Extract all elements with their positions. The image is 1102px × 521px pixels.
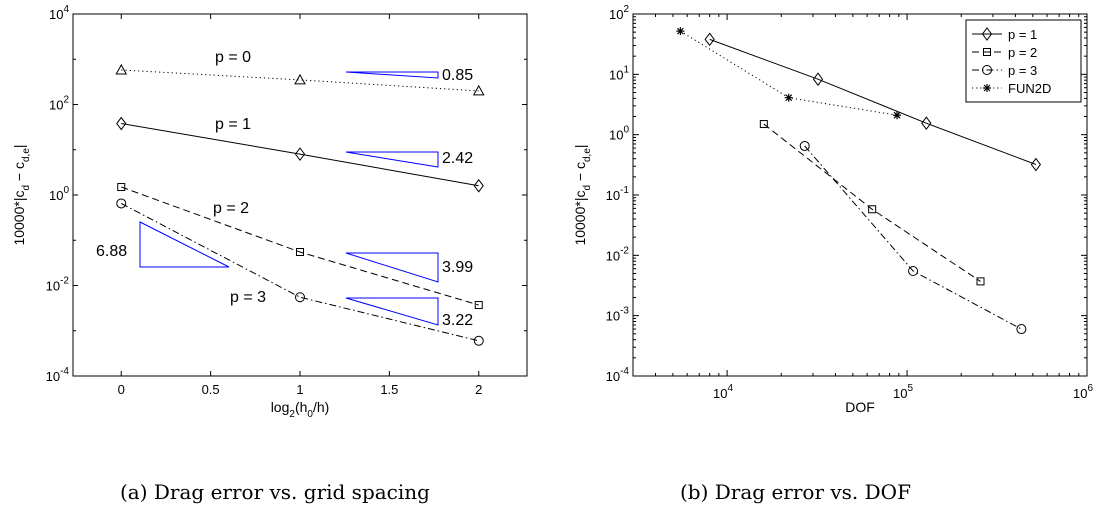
slope-triangle-a-3 xyxy=(345,297,439,326)
slope-label-a-2: 3.99 xyxy=(442,259,473,276)
x-tick-label-b: 106 xyxy=(1073,383,1093,401)
series-a-0-point-2 xyxy=(472,84,485,96)
series-b-1-point-0 xyxy=(759,120,768,129)
series-b-1-line xyxy=(763,123,981,282)
y-tick-label-b: 10-3 xyxy=(606,306,630,324)
series-b-3-line xyxy=(680,30,898,116)
series-b-3-point-0 xyxy=(676,27,685,36)
x-axis-label-a: log2(h0/h) xyxy=(271,399,330,420)
y-axis-label-b: 10000*|cd − cd,e| xyxy=(572,144,593,245)
series-a-1-point-2 xyxy=(473,178,484,193)
y-tick-label-a: 100 xyxy=(49,185,69,203)
slope-label-a-4: 6.88 xyxy=(96,243,127,260)
series-b-0-point-3 xyxy=(1030,157,1042,172)
y-tick-label-b: 102 xyxy=(609,4,629,22)
series-a-1-point-0 xyxy=(116,116,127,131)
slope-triangle-a-4 xyxy=(139,221,230,268)
series-b-0-point-0 xyxy=(704,32,715,47)
series-b-1-point-2 xyxy=(976,277,985,286)
series-a-3-point-2 xyxy=(473,335,484,346)
y-tick-label-a: 10-4 xyxy=(46,366,70,384)
x-tick-label-a: 0.5 xyxy=(202,382,220,397)
series-b-2-line xyxy=(804,145,1022,330)
series-a-0-point-0 xyxy=(115,63,128,75)
series-label-a-3: p = 3 xyxy=(230,289,266,306)
series-b-2-point-1 xyxy=(908,265,919,276)
series-a-2-line xyxy=(121,186,479,306)
series-b-1-point-1 xyxy=(868,205,877,214)
chart-a: 0 0.5 1 1.5 2 10-4 10-2 100 102 104 p = 0 p = 1 p = … xyxy=(11,4,528,420)
series-a-3-point-1 xyxy=(295,292,305,303)
legend-label-2: p = 3 xyxy=(1008,63,1037,78)
series-label-a-1: p = 1 xyxy=(215,116,251,133)
y-tick-label-b: 101 xyxy=(609,64,629,82)
caption-a: (a) Drag error vs. grid spacing xyxy=(120,480,430,504)
series-a-2-point-2 xyxy=(474,301,483,310)
series-a-2-point-0 xyxy=(117,183,126,192)
x-axis-label-b: DOF xyxy=(845,399,875,415)
series-a-3-point-0 xyxy=(116,198,127,209)
slope-label-a-1: 2.42 xyxy=(442,150,473,167)
legend-marker-0 xyxy=(981,27,993,41)
series-b-3-point-1 xyxy=(784,93,793,102)
slope-label-a-3: 3.22 xyxy=(442,312,473,329)
y-tick-label-b: 10-2 xyxy=(606,245,630,263)
y-tick-label-b: 10-1 xyxy=(606,185,630,203)
slope-triangle-a-0 xyxy=(345,71,439,79)
slope-triangle-a-1 xyxy=(345,151,439,168)
x-tick-label-a: 1.5 xyxy=(380,382,398,397)
series-label-a-0: p = 0 xyxy=(215,49,251,66)
legend-label-0: p = 1 xyxy=(1008,27,1037,42)
series-a-2-point-1 xyxy=(296,247,304,256)
legend-marker-1 xyxy=(983,48,991,56)
series-b-2-point-0 xyxy=(799,140,810,151)
x-tick-label-b: 105 xyxy=(893,383,913,401)
series-b-2-point-2 xyxy=(1016,324,1027,335)
slope-label-a-0: 0.85 xyxy=(442,67,473,84)
y-axis-label-a: 10000*|cd − cd,e| xyxy=(11,144,32,245)
series-a-0-line xyxy=(121,69,479,92)
series-a-0-point-1 xyxy=(294,73,306,85)
x-tick-label-a: 1 xyxy=(296,382,303,397)
y-tick-label-a: 10-2 xyxy=(46,276,70,294)
chart-b: 104 105 106 10-4 10-3 10-2 10-1 100 101 102 p = 1 p… xyxy=(572,4,1093,415)
series-b-0-point-1 xyxy=(812,72,824,87)
slope-triangle-a-2 xyxy=(345,252,439,283)
series-a-1-point-1 xyxy=(294,147,306,161)
series-b-0-line xyxy=(709,38,1037,165)
y-tick-label-b: 10-4 xyxy=(606,366,630,384)
series-a-1-line xyxy=(121,123,479,187)
x-tick-label-a: 2 xyxy=(475,382,482,397)
series-b-0-point-2 xyxy=(921,116,932,131)
series-label-a-2: p = 2 xyxy=(213,200,249,217)
legend-label-3: FUN2D xyxy=(1008,81,1051,96)
x-tick-label-a: 0 xyxy=(118,382,125,397)
y-tick-label-b: 100 xyxy=(609,125,629,143)
caption-b: (b) Drag error vs. DOF xyxy=(680,480,911,504)
legend-label-1: p = 2 xyxy=(1008,45,1037,60)
y-tick-label-a: 104 xyxy=(49,4,69,22)
legend-marker-2 xyxy=(982,65,992,75)
legend-marker-3 xyxy=(983,84,991,92)
x-tick-label-b: 104 xyxy=(713,383,733,401)
y-tick-label-a: 102 xyxy=(49,95,69,113)
series-a-3-line xyxy=(121,203,479,342)
series-b-3-point-2 xyxy=(893,111,902,120)
